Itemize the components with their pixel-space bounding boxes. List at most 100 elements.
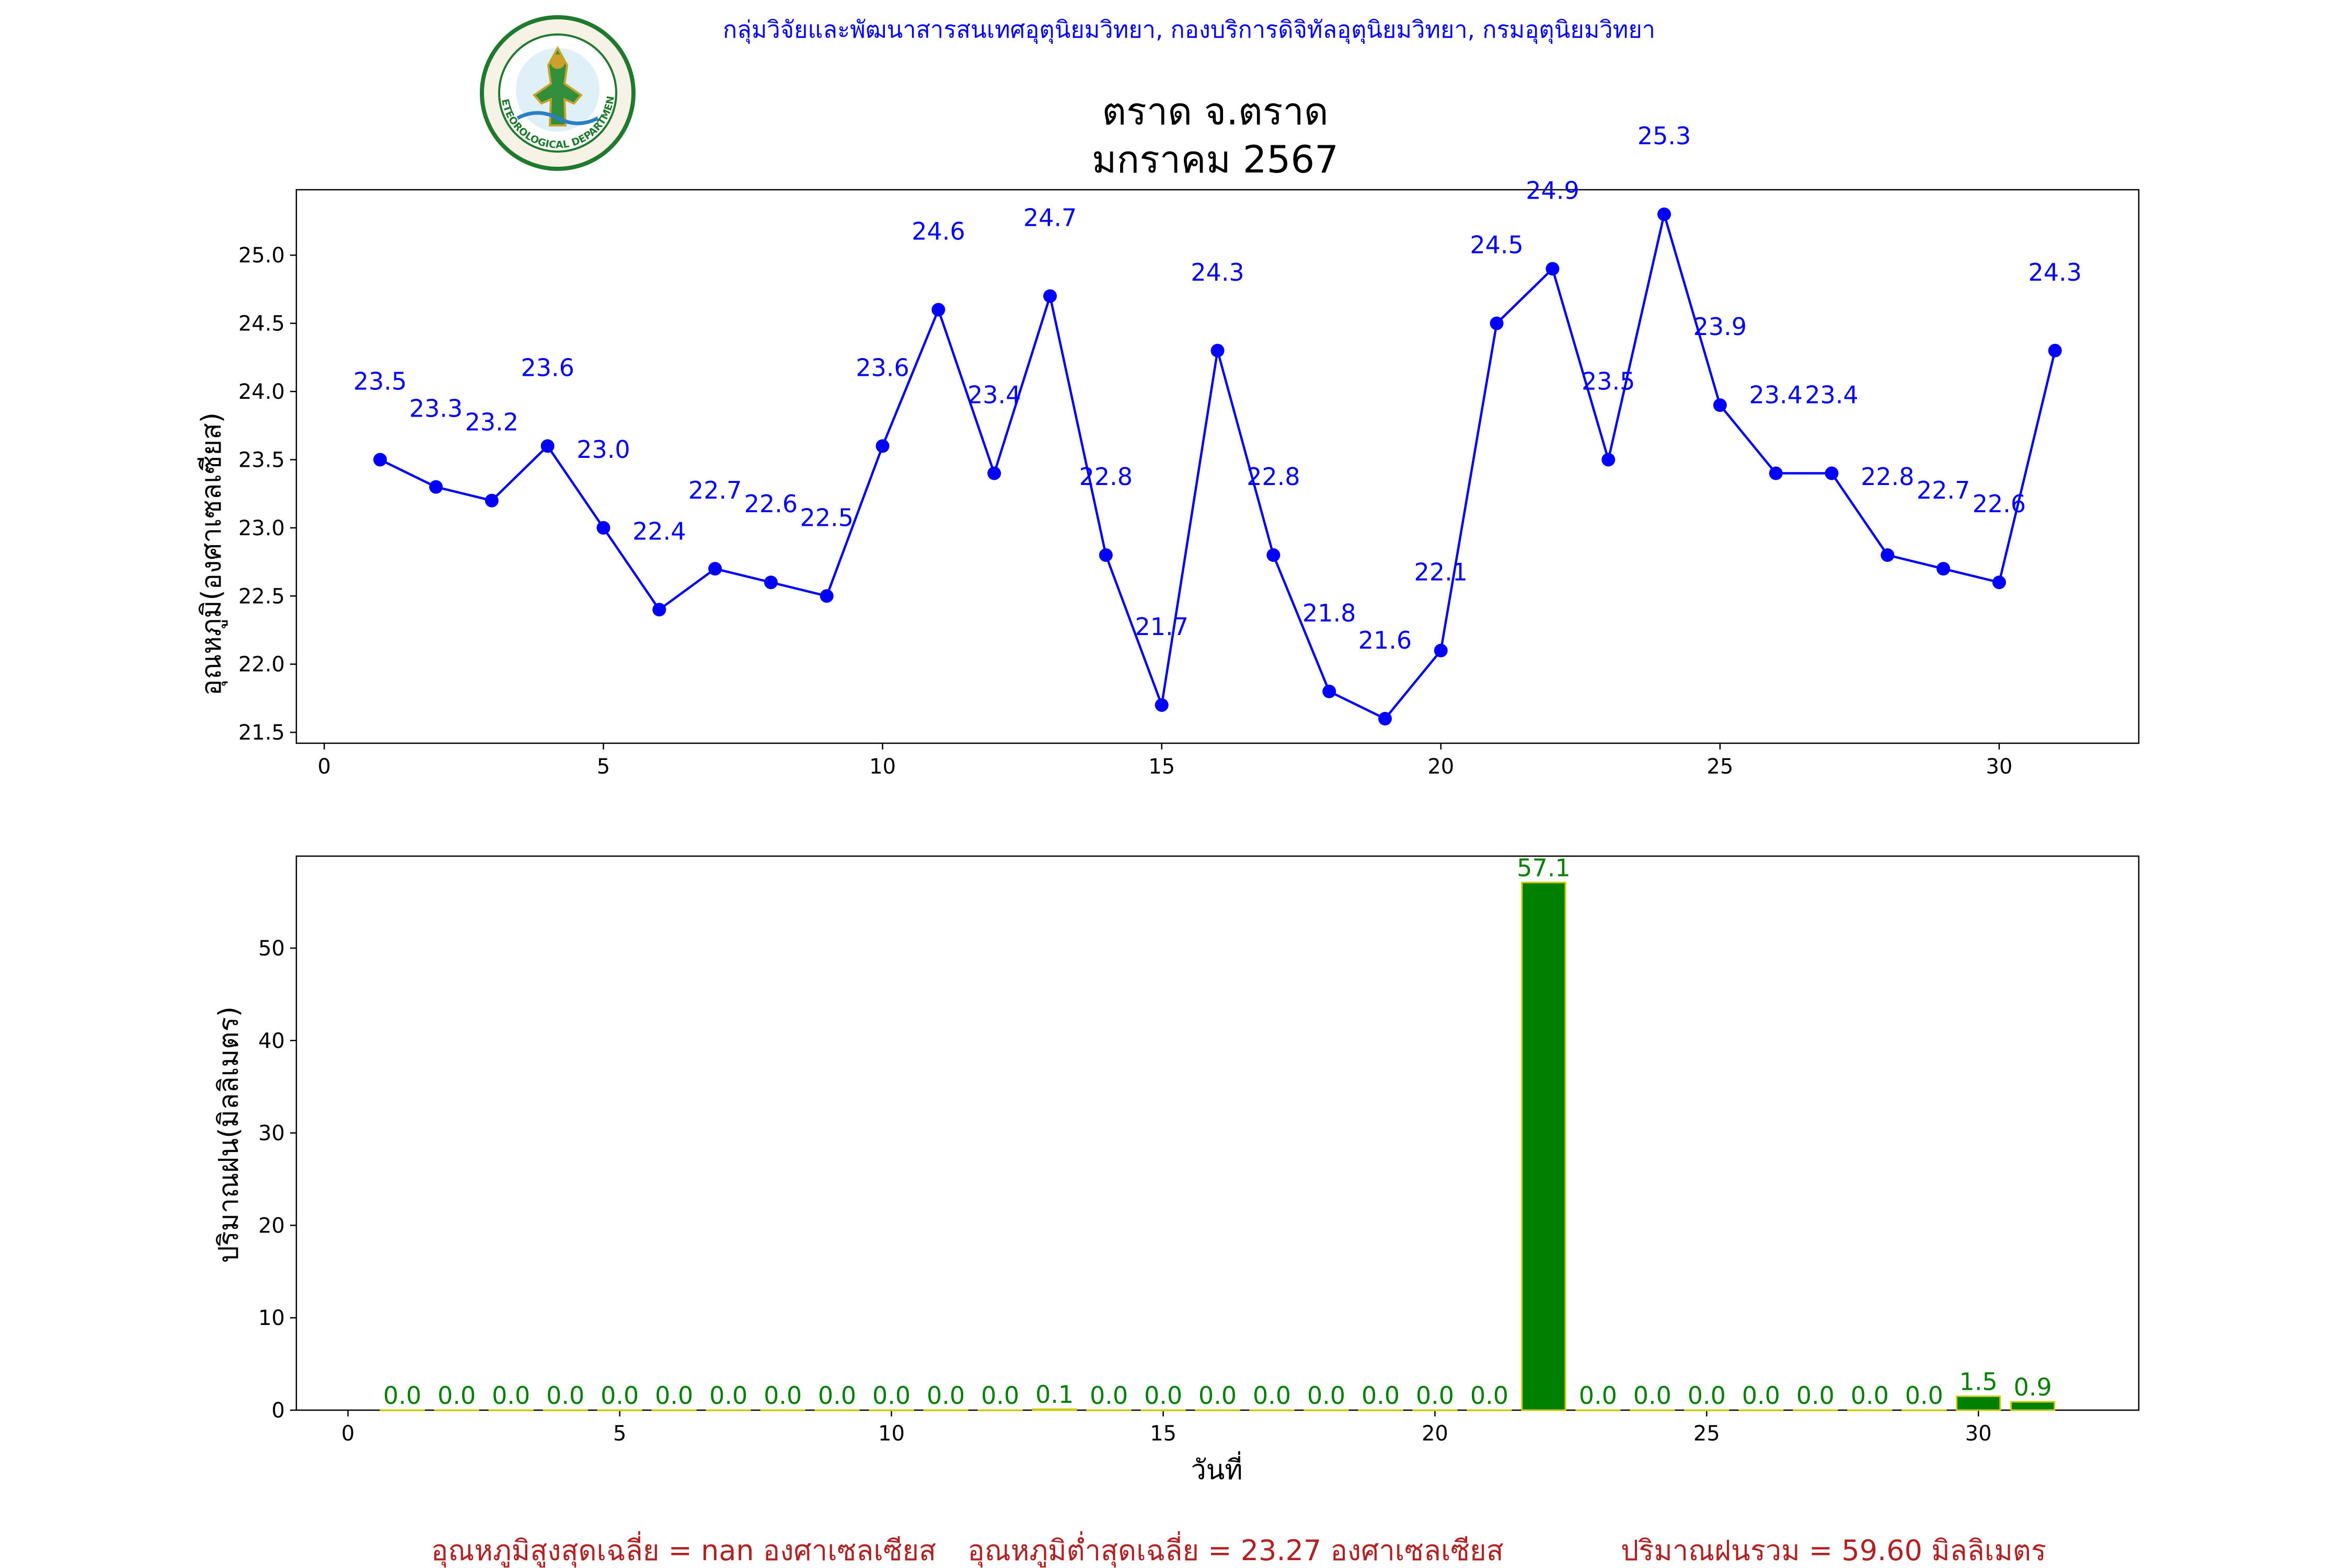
rainfall-bar: [1684, 1409, 1730, 1411]
rainfall-data-label: 57.1: [1517, 854, 1570, 882]
rainfall-data-label: 0.0: [872, 1381, 910, 1410]
temperature-point: [987, 466, 1001, 480]
rainfall-data-label: 0.0: [981, 1381, 1019, 1410]
temperature-data-label: 24.3: [1191, 258, 1244, 286]
temperature-point: [373, 453, 387, 467]
rainfall-y-tick-label: 30: [258, 1122, 285, 1146]
rainfall-data-label: 0.0: [927, 1381, 965, 1410]
rainfall-bar: [379, 1409, 425, 1411]
temperature-point: [1210, 343, 1225, 358]
temperature-point: [1769, 466, 1783, 480]
rainfall-bar: [1304, 1409, 1349, 1411]
temperature-y-tick-label: 24.5: [238, 312, 285, 336]
rainfall-data-label: 0.9: [2014, 1373, 2052, 1401]
temperature-point: [2048, 343, 2062, 358]
temperature-frame: [295, 189, 2140, 744]
rainfall-data-label: 0.0: [1851, 1381, 1889, 1410]
temperature-data-label: 22.5: [800, 503, 854, 532]
logo-water-icon: [516, 111, 599, 125]
rainfall-plot-area: 0.0 0.0 0.0 0.0 0.0 0.0 0.0 0.0 0.0 0.0 0.0 0.0 0.1 0…: [379, 854, 2056, 1411]
temperature-plot-area: 23.523.3 23.223.623.022.422.7 22.6 22.523.6…: [353, 122, 2082, 726]
summary-footer: อุณหภูมิสูงสุดเฉลี่ย = nan องศาเซลเซียส …: [431, 1531, 2046, 1568]
temperature-point: [1043, 289, 1057, 303]
rainfall-data-label: 0.0: [1416, 1381, 1454, 1410]
rainfall-data-label: 0.0: [1633, 1381, 1671, 1410]
agency-header: กลุ่มวิจัยและพัฒนาสารสนเทศอุตุนิยมวิทยา,…: [723, 16, 1655, 44]
rainfall-x-tick-label: 15: [1150, 1422, 1177, 1446]
avg-min-temperature: อุณหภูมิต่ำสุดเฉลี่ย = 23.27 องศาเซลเซีย…: [967, 1531, 1503, 1568]
temperature-point: [1713, 398, 1727, 412]
chart-title-location: ตราด จ.ตราด: [1102, 89, 1328, 133]
rainfall-x-tick-label: 0: [341, 1422, 354, 1446]
rainfall-data-label: 0.0: [1198, 1381, 1237, 1410]
temperature-point: [1378, 712, 1392, 726]
temperature-y-tick-label: 23.5: [238, 448, 285, 472]
rainfall-bar: [651, 1409, 697, 1411]
temperature-point: [931, 303, 946, 317]
temperature-point: [1155, 698, 1169, 712]
rainfall-bar: [1630, 1409, 1675, 1411]
rainfall-bar: [1032, 1408, 1077, 1411]
temperature-x-tick-label: 25: [1707, 755, 1733, 779]
rainfall-bar: [869, 1409, 914, 1411]
temperature-y-tick-label: 25.0: [238, 244, 285, 268]
rainfall-bar: [706, 1409, 751, 1411]
rainfall-data-label: 0.0: [655, 1381, 693, 1410]
rainfall-y-axis-label: ปริมาณฝน(มิลลิเมตร): [213, 1006, 245, 1263]
temperature-chart: 0 5 10 15 20 25 30 21.5 22.0 22.5 23.0 23.5 24.0 24.5…: [196, 122, 2140, 779]
temperature-data-label: 23.4: [1749, 381, 1802, 409]
temperature-y-tick-label: 21.5: [238, 721, 285, 745]
temperature-data-label: 22.8: [1079, 463, 1133, 491]
total-rainfall: ปริมาณฝนรวม = 59.60 มิลลิเมตร: [1621, 1534, 2046, 1567]
rainfall-y-tick-label: 0: [272, 1399, 285, 1423]
rainfall-axes: 0 5 10 15 20 25 30 0 10 20 30 40 50: [258, 855, 2140, 1446]
chart-title-month: มกราคม 2567: [1092, 137, 1339, 181]
temperature-point: [1266, 548, 1281, 562]
temperature-point: [540, 439, 555, 453]
temperature-x-tick-label: 20: [1427, 755, 1454, 779]
temperature-point: [652, 603, 666, 617]
rainfall-bar: [543, 1409, 588, 1411]
temperature-data-label: 24.7: [1023, 203, 1077, 232]
rainfall-data-label: 0.0: [437, 1381, 476, 1410]
temperature-y-axis-label: อุณหภูมิ(องศาเซลเซียส): [196, 412, 228, 696]
temperature-x-tick-label: 5: [597, 755, 610, 779]
logo-figure-head-icon: [550, 54, 565, 69]
rainfall-bar: [1140, 1409, 1186, 1411]
temperature-y-tick-label: 22.0: [238, 653, 285, 677]
rainfall-bar: [1521, 881, 1566, 1411]
temperature-y-tick-label: 23.0: [238, 516, 285, 540]
temperature-series-line: [379, 210, 2056, 720]
rainfall-data-label: 1.5: [1959, 1367, 1998, 1396]
rainfall-data-label: 0.0: [1307, 1381, 1345, 1410]
rainfall-x-tick-label: 10: [878, 1422, 905, 1446]
rainfall-bar: [434, 1409, 479, 1411]
temperature-x-tick-label: 10: [869, 755, 896, 779]
rainfall-bar: [1738, 1409, 1784, 1411]
rainfall-frame: [295, 855, 2140, 1411]
logo-figure-icon: [533, 45, 583, 126]
rainfall-bar: [1901, 1409, 1947, 1411]
rainfall-bar: [1412, 1409, 1458, 1411]
temperature-data-label: 23.5: [1582, 367, 1635, 395]
temperature-x-tick-label: 15: [1148, 755, 1175, 779]
temperature-data-label: 24.6: [912, 217, 965, 246]
temperature-point: [1322, 684, 1336, 698]
temperature-data-label: 22.4: [632, 517, 686, 545]
rainfall-bar: [1249, 1409, 1295, 1411]
temperature-data-label: 24.9: [1526, 176, 1579, 204]
temperature-y-tick-label: 24.0: [238, 380, 285, 404]
rainfall-bar: [923, 1409, 969, 1411]
temperature-x-tick-label: 30: [1986, 755, 2013, 779]
temperature-axes: 0 5 10 15 20 25 30 21.5 22.0 22.5 23.0 23.5 24.0 24.5…: [238, 189, 2140, 779]
temperature-point: [1992, 575, 2006, 590]
temperature-point: [485, 493, 499, 508]
temperature-point: [1546, 262, 1560, 276]
temperature-data-label: 22.7: [688, 476, 742, 504]
rainfall-bar: [760, 1409, 805, 1411]
temperature-data-label: 22.8: [1861, 463, 1914, 491]
rainfall-bar: [814, 1409, 860, 1411]
temperature-data-label: 24.5: [1470, 231, 1523, 259]
